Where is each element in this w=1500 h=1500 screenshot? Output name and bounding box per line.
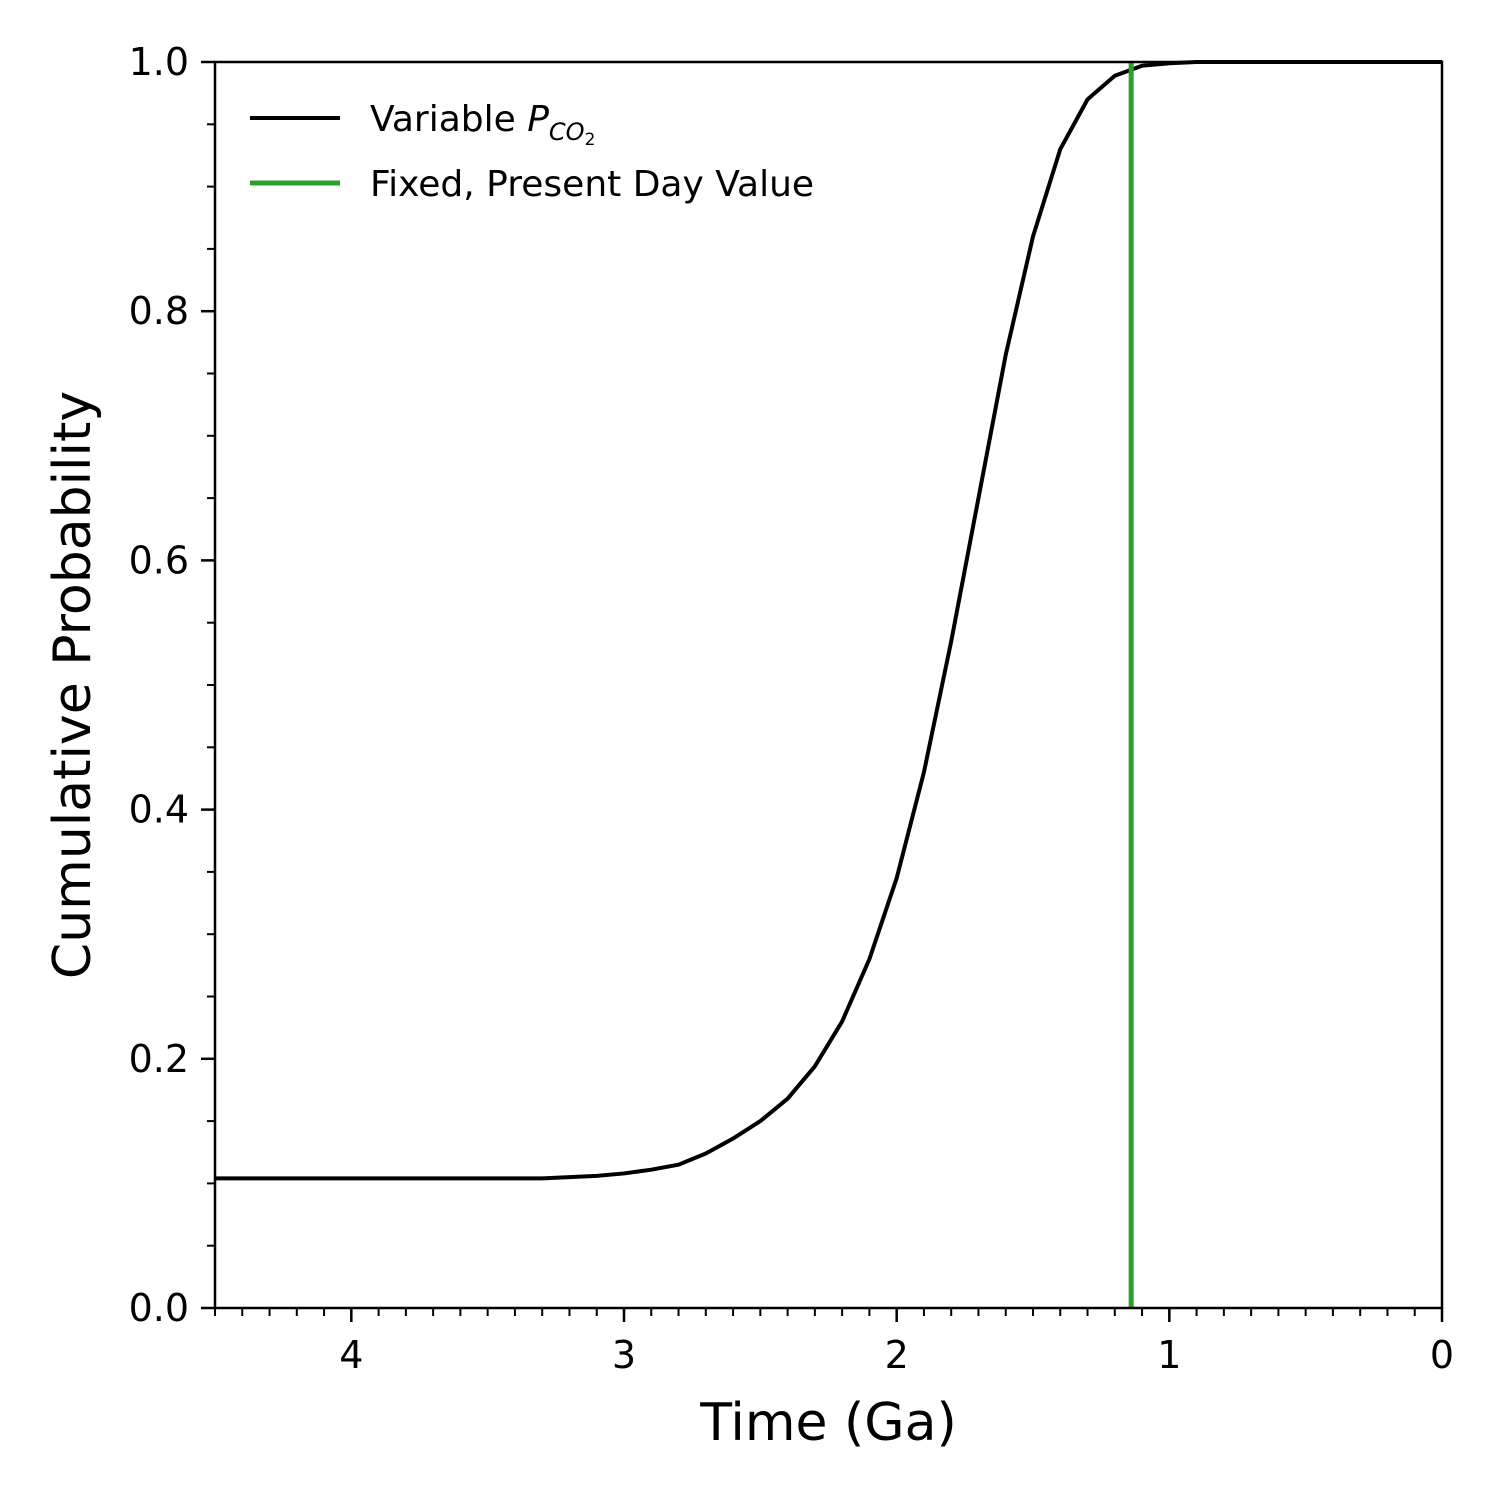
legend-label-variable-subscript: CO [549,118,585,146]
legend-label-variable-symbol: P [527,99,549,140]
major-ticks [201,60,1444,1322]
x-tick-label: 2 [885,1333,909,1377]
x-tick-label: 0 [1430,1333,1454,1377]
y-tick-label: 0.2 [129,1037,189,1081]
x-tick-label: 4 [339,1333,363,1377]
legend-label-variable-prefix: Variable [370,99,527,140]
y-tick-label: 0.6 [129,538,189,582]
legend: Variable PCO2 Fixed, Present Day Value [250,99,814,205]
series-line-variable [215,60,1442,1181]
plot-lines [215,60,1442,1308]
legend-label-variable-subsubscript: 2 [585,130,596,150]
plot-frame [213,60,1444,1310]
x-axis-label: Time (Ga) [699,1393,957,1453]
legend-label-variable: Variable PCO2 [370,99,595,150]
y-tick-label: 0.0 [129,1286,189,1330]
y-tick-label: 0.4 [129,788,189,832]
y-tick-label: 1.0 [129,40,189,84]
legend-label-fixed: Fixed, Present Day Value [370,164,814,205]
y-tick-label: 0.8 [129,289,189,333]
x-tick-label: 1 [1157,1333,1181,1377]
x-tick-label: 3 [612,1333,636,1377]
y-axis-label: Cumulative Probability [43,391,103,979]
